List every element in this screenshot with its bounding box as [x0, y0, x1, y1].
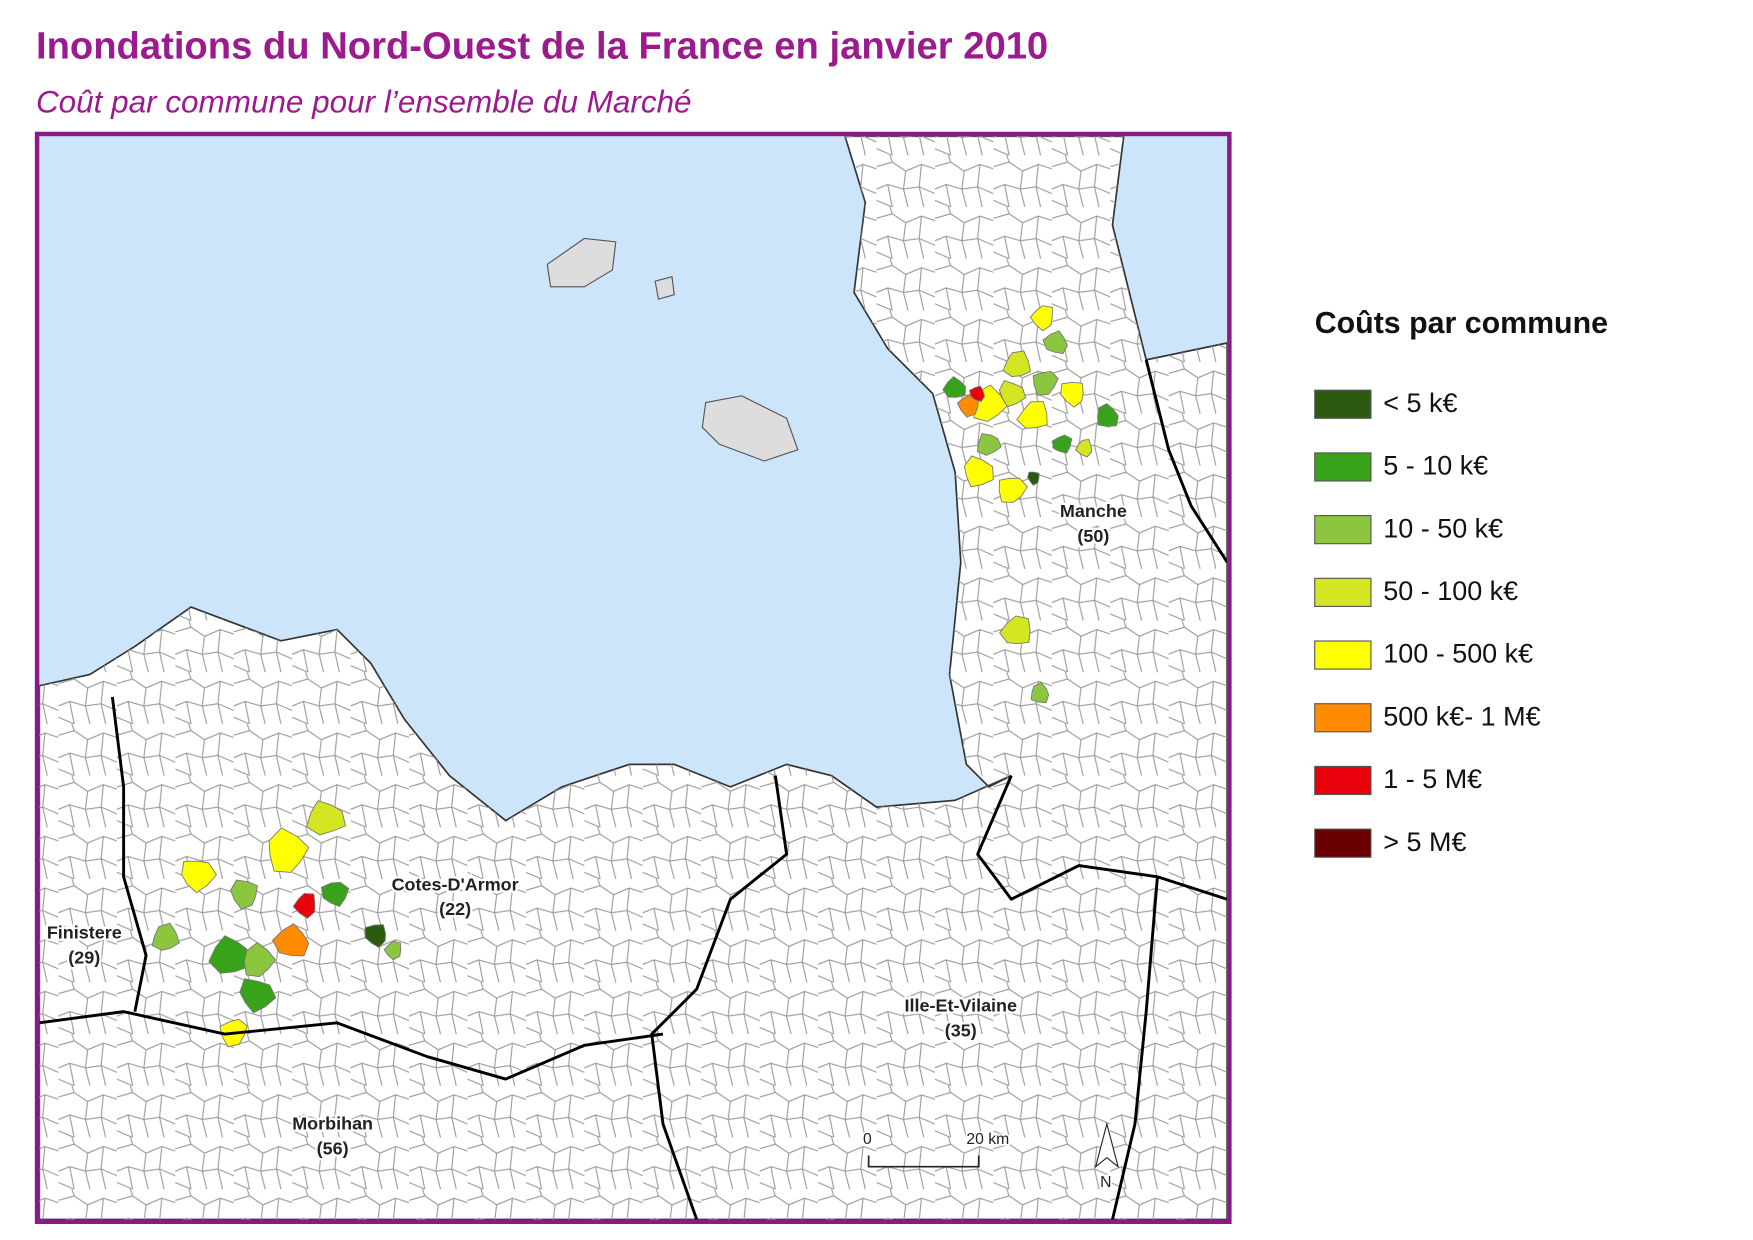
legend-label: 5 - 10 k€ [1383, 451, 1488, 481]
department-border [110, 696, 148, 1012]
commune-patch [1032, 370, 1059, 396]
commune-patch [998, 477, 1028, 503]
legend-title: Coûts par commune [1315, 307, 1608, 340]
legend-swatch [1314, 515, 1372, 545]
region-code: (22) [439, 899, 471, 919]
commune-patch [942, 376, 966, 398]
legend-label: 1 - 5 M€ [1383, 764, 1482, 794]
legend-swatch [1314, 577, 1372, 607]
commune-patch [268, 827, 310, 873]
commune-patch [999, 615, 1031, 645]
commune-patch [998, 379, 1027, 408]
legend-label: 10 - 50 k€ [1383, 513, 1503, 543]
region-name: Manche [1060, 501, 1127, 521]
department-border [650, 775, 789, 1220]
department-border [1144, 359, 1228, 563]
commune-patch [1016, 401, 1048, 429]
legend-swatch [1314, 452, 1372, 482]
commune-grid [39, 136, 1228, 1220]
legend-swatch [1314, 828, 1372, 858]
scale-start: 0 [863, 1131, 872, 1148]
legend-swatch [1314, 640, 1372, 670]
commune-patch [271, 923, 310, 957]
region-code: (35) [945, 1020, 977, 1040]
commune-patch [230, 879, 258, 910]
region-code: (56) [317, 1138, 349, 1158]
title: Inondations du Nord-Ouest de la France e… [36, 25, 1048, 68]
department-border [39, 1010, 664, 1081]
commune-patch [1030, 682, 1050, 704]
commune-patch [1002, 350, 1031, 378]
commune-patch [1075, 439, 1093, 458]
department-border [976, 775, 1228, 901]
region-code: (50) [1077, 526, 1109, 546]
island-sark [654, 275, 675, 300]
commune-patches [151, 305, 1119, 1048]
commune-patch [320, 881, 350, 907]
commune-patch [181, 860, 217, 894]
scale-end: 20 km [966, 1131, 1009, 1148]
map-area: Finistere (29) Cotes-D'Armor (22) Manche… [39, 136, 1228, 1220]
commune-patch [239, 978, 277, 1014]
island-jersey [701, 395, 799, 462]
commune-patch [1097, 403, 1119, 427]
commune-patch [1029, 305, 1053, 332]
legend-label: < 5 k€ [1383, 388, 1457, 418]
commune-patch [976, 433, 1002, 456]
region-name: Morbihan [292, 1114, 373, 1134]
commune-patch [292, 893, 316, 919]
commune-patch [1042, 330, 1068, 355]
island-guernsey [546, 237, 617, 288]
subtitle: Coût par commune pour l’ensemble du Marc… [36, 85, 692, 120]
north-label: N [1100, 1174, 1111, 1191]
region-name: Ille-Et-Vilaine [905, 996, 1018, 1016]
commune-patch [1027, 471, 1040, 486]
scale-bar [867, 1155, 980, 1168]
commune-patch [306, 800, 347, 836]
department-border [1111, 876, 1159, 1220]
region-code: (29) [68, 947, 100, 967]
legend: < 5 k€ 5 - 10 k€ 10 - 50 k€ 50 - 100 k€ 100 … [1314, 388, 1541, 858]
commune-patch [1051, 434, 1073, 454]
region-name: Cotes-D'Armor [392, 874, 519, 894]
legend-label: 50 - 100 k€ [1383, 576, 1518, 606]
commune-patch [1060, 381, 1084, 408]
legend-label: > 5 M€ [1383, 827, 1466, 857]
commune-patch [383, 941, 402, 961]
legend-swatch [1314, 389, 1372, 419]
commune-patch [969, 385, 985, 402]
legend-label: 100 - 500 k€ [1383, 639, 1533, 669]
commune-patch [243, 941, 277, 978]
legend-swatch [1314, 765, 1372, 796]
north-arrow [1094, 1121, 1120, 1169]
map-frame [34, 131, 1232, 1224]
legend-swatch [1314, 703, 1372, 733]
commune-patch [963, 455, 994, 488]
legend-label: 500 k€- 1 M€ [1383, 701, 1540, 731]
commune-patch [151, 922, 180, 951]
region-name: Finistere [47, 923, 122, 943]
commune-patch [364, 924, 387, 949]
